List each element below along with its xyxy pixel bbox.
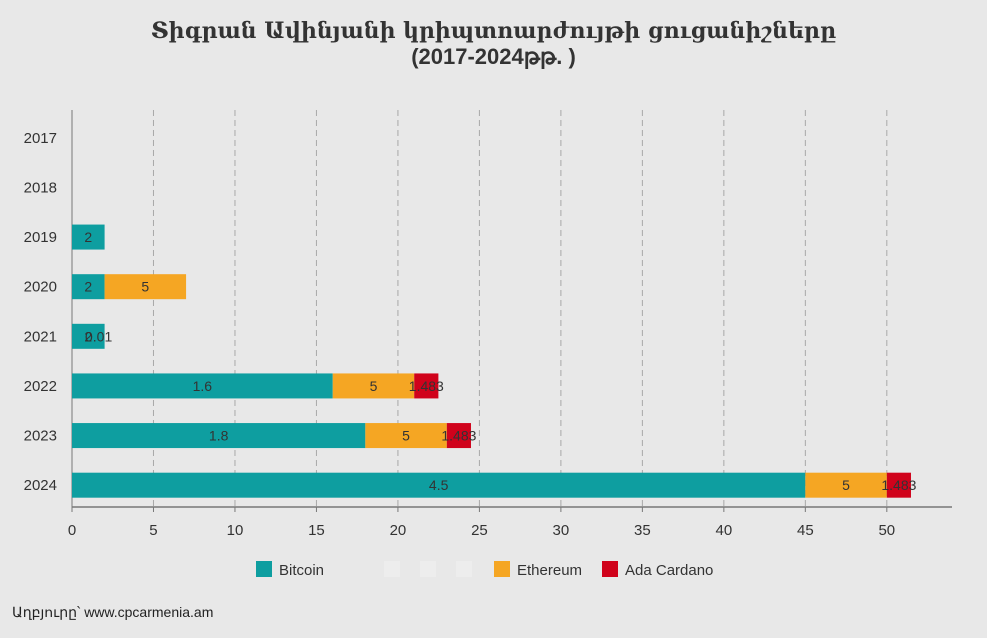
data-label: 5 bbox=[402, 428, 410, 444]
legend-label: Ada Cardano bbox=[625, 562, 713, 579]
x-tick-label: 35 bbox=[634, 522, 651, 539]
data-label: 1.483 bbox=[441, 428, 476, 444]
bar-bitcoin bbox=[72, 274, 105, 300]
data-label: 5 bbox=[370, 378, 378, 394]
data-label: 1.483 bbox=[881, 477, 916, 493]
x-tick-label: 20 bbox=[390, 522, 407, 539]
data-label: 1.6 bbox=[193, 378, 213, 394]
bar-bitcoin bbox=[72, 373, 333, 399]
legend-swatch bbox=[602, 561, 618, 577]
x-tick-label: 30 bbox=[553, 522, 570, 539]
x-tick-label: 25 bbox=[471, 522, 488, 539]
chart-title-line1: Տիգրան Ավինյանի կրիպտոարժույթի ցուցանիշն… bbox=[150, 18, 837, 44]
chart-title: Տիգրան Ավինյանի կրիպտոարժույթի ցուցանիշն… bbox=[0, 18, 987, 70]
x-tick-label: 45 bbox=[797, 522, 814, 539]
bar-ada-cardano bbox=[446, 423, 471, 449]
legend-swatch bbox=[456, 561, 472, 577]
source-note: Աղբյուրը՝ www.cpcarmenia.am bbox=[12, 604, 214, 620]
y-tick-label: 2021 bbox=[24, 328, 57, 345]
bar-bitcoin bbox=[72, 472, 806, 498]
bar-ethereum bbox=[104, 274, 187, 300]
y-tick-label: 2017 bbox=[24, 130, 57, 147]
data-label: 4.5 bbox=[429, 477, 449, 493]
data-label: 2 bbox=[84, 328, 92, 344]
data-label: 0.01 bbox=[85, 328, 112, 344]
y-tick-label: 2018 bbox=[24, 179, 57, 196]
bar-ada-cardano bbox=[886, 472, 911, 498]
bar-ethereum bbox=[332, 373, 415, 399]
y-tick-label: 2019 bbox=[24, 229, 57, 246]
data-label: 5 bbox=[842, 477, 850, 493]
bar-bitcoin bbox=[72, 323, 105, 349]
bar-bitcoin bbox=[72, 423, 366, 449]
legend-swatch bbox=[420, 561, 436, 577]
y-tick-label: 2024 bbox=[24, 477, 57, 494]
x-tick-label: 0 bbox=[68, 522, 76, 539]
data-label: 2 bbox=[84, 279, 92, 295]
y-tick-label: 2022 bbox=[24, 378, 57, 395]
x-tick-label: 5 bbox=[149, 522, 157, 539]
bar-ada-cardano bbox=[414, 373, 439, 399]
data-label: 1.8 bbox=[209, 428, 229, 444]
legend-swatch bbox=[256, 561, 272, 577]
data-label: 1.483 bbox=[409, 378, 444, 394]
data-label: 2 bbox=[84, 229, 92, 245]
legend-label: Ethereum bbox=[517, 562, 582, 579]
legend-label: Bitcoin bbox=[279, 562, 324, 579]
x-tick-label: 15 bbox=[308, 522, 325, 539]
legend-swatch bbox=[494, 561, 510, 577]
chart-title-line2: (2017-2024թթ. ) bbox=[411, 44, 576, 69]
y-tick-label: 2023 bbox=[24, 428, 57, 445]
x-tick-label: 40 bbox=[716, 522, 733, 539]
bar-ethereum bbox=[805, 472, 887, 498]
y-tick-label: 2020 bbox=[24, 279, 57, 296]
x-tick-label: 50 bbox=[878, 522, 895, 539]
bar-ethereum bbox=[365, 423, 447, 449]
legend-swatch bbox=[384, 561, 400, 577]
bar-bitcoin bbox=[72, 224, 105, 250]
data-label: 5 bbox=[141, 279, 149, 295]
x-tick-label: 10 bbox=[227, 522, 244, 539]
